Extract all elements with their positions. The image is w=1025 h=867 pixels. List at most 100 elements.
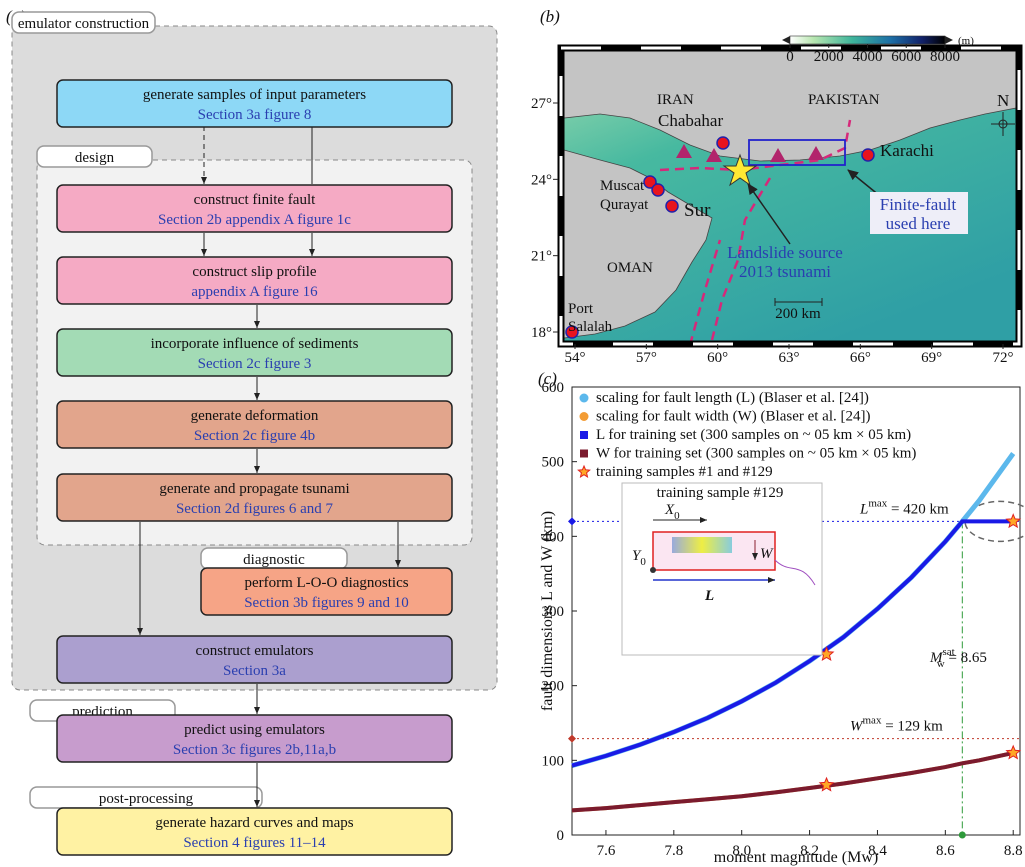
legend-label: W for training set (300 samples on ~ 05 … <box>596 446 916 462</box>
y-tick-label: 27° <box>531 96 552 112</box>
y-tick-label: 300 <box>542 604 565 620</box>
y-tick-label: 500 <box>542 455 565 471</box>
box-reference: appendix A figure 16 <box>191 284 318 300</box>
annotation: Landslide source <box>727 243 843 262</box>
inset-slip <box>672 537 732 553</box>
place-label: Muscat <box>600 178 645 194</box>
box-title: construct slip profile <box>192 264 316 280</box>
y-tick-label: 18° <box>531 325 552 341</box>
label-part: W <box>760 546 774 562</box>
label-part: w <box>937 658 945 670</box>
box-reference: Section 2c figure 3 <box>198 356 312 372</box>
figure: (a) emulator constructiondesigndiagnosti… <box>0 0 1025 867</box>
box-reference: Section 2b appendix A figure 1c <box>158 212 351 228</box>
place-label: Sur <box>684 200 711 221</box>
label-part: 0 <box>674 510 680 522</box>
x-tick-label: 54° <box>565 350 586 366</box>
x-tick-label: 66° <box>850 350 871 366</box>
box-title: predict using emulators <box>184 722 325 738</box>
colorbar-tick-label: 6000 <box>891 49 921 65</box>
group-label: emulator construction <box>18 16 150 32</box>
group-label: diagnostic <box>243 552 305 568</box>
x-tick-label: 69° <box>921 350 942 366</box>
legend-marker <box>580 450 588 458</box>
annotation: used here <box>886 214 951 233</box>
y-tick-label: 600 <box>542 380 565 396</box>
box-title: construct finite fault <box>194 192 316 208</box>
legend-label: scaling for fault length (L) (Blaser et … <box>596 390 869 406</box>
annotation: 2013 tsunami <box>739 262 831 281</box>
legend-label: L for training set (300 samples on ~ 05 … <box>596 427 911 443</box>
x-tick-label: 60° <box>707 350 728 366</box>
x-tick-label: 8.8 <box>1004 843 1023 859</box>
page: (a) emulator constructiondesigndiagnosti… <box>0 0 1025 867</box>
x-tick-label: 8.2 <box>800 843 819 859</box>
box-reference: Section 3a <box>223 663 286 679</box>
annotation: L <box>704 588 714 604</box>
label-part: L <box>704 588 714 604</box>
box-reference: Section 2c figure 4b <box>194 428 315 444</box>
x-tick-label: 63° <box>779 350 800 366</box>
inset-origin <box>650 567 656 573</box>
x-tick-label: 8.0 <box>732 843 751 859</box>
label-part: L <box>859 501 868 517</box>
place-label: Qurayat <box>600 197 649 213</box>
box-title: generate samples of input parameters <box>143 87 366 103</box>
group-label: post-processing <box>99 791 194 807</box>
y-tick-label: 24° <box>531 172 552 188</box>
box-reference: Section 4 figures 11–14 <box>183 835 326 851</box>
label-part: 0 <box>640 556 646 568</box>
annotation: W <box>760 546 774 562</box>
box-reference: Section 3c figures 2b,11a,b <box>173 742 336 758</box>
axis-marker <box>959 832 966 839</box>
label-part: max <box>863 715 882 727</box>
colorbar-tick-label: 4000 <box>853 49 883 65</box>
y-tick-label: 100 <box>542 753 565 769</box>
panel-label: (b) <box>540 7 560 26</box>
map: IRAN PAKISTAN Chabahar Karachi Muscat Qu… <box>531 35 1019 366</box>
y-tick-label: 21° <box>531 249 552 265</box>
y-tick-label: 200 <box>542 679 565 695</box>
annotation: Finite-fault <box>880 195 957 214</box>
place-label: PAKISTAN <box>808 92 880 108</box>
label-part: = 8.65 <box>945 650 987 666</box>
label-part: max <box>868 497 887 509</box>
box-reference: Section 3a figure 8 <box>198 107 312 123</box>
legend-marker <box>580 431 588 439</box>
box-title: construct emulators <box>196 643 314 659</box>
colorbar-unit: (m) <box>958 35 974 47</box>
y-tick-label: 400 <box>542 529 565 545</box>
colorbar-tick-label: 0 <box>786 49 794 65</box>
legend-marker <box>580 394 589 403</box>
box-reference: Section 2d figures 6 and 7 <box>176 501 334 517</box>
place-label: OMAN <box>607 260 653 276</box>
x-tick-label: 72° <box>993 350 1014 366</box>
place-label: Chabahar <box>658 111 723 130</box>
box-reference: Section 3b figures 9 and 10 <box>244 595 409 611</box>
place-label: Salalah <box>568 319 613 335</box>
legend-marker <box>580 412 589 421</box>
x-tick-label: 7.6 <box>597 843 616 859</box>
label-part: = 420 km <box>887 501 949 517</box>
place-label: Karachi <box>880 141 934 160</box>
x-tick-label: 8.6 <box>936 843 955 859</box>
colorbar <box>790 36 945 44</box>
chart: (c) moment magnitude (Mw) fault dimensio… <box>538 369 1025 866</box>
place-label: Port <box>568 301 594 317</box>
scale-label: 200 km <box>775 306 821 322</box>
x-tick-label: 8.4 <box>868 843 887 859</box>
x-tick-label: 57° <box>636 350 657 366</box>
x-tick-label: 7.8 <box>664 843 683 859</box>
place-label: IRAN <box>657 92 694 108</box>
group-label: design <box>75 150 115 166</box>
y-tick-label: 0 <box>557 828 565 844</box>
legend-label: scaling for fault width (W) (Blaser et a… <box>596 409 870 425</box>
colorbar-tick-label: 2000 <box>814 49 844 65</box>
box-title: generate deformation <box>191 408 319 424</box>
box-title: generate and propagate tsunami <box>159 481 349 497</box>
box-title: perform L-O-O diagnostics <box>244 575 408 591</box>
box-title: incorporate influence of sediments <box>151 336 359 352</box>
north-label: N <box>997 91 1009 110</box>
colorbar-tick-label: 8000 <box>930 49 960 65</box>
legend-label: training samples #1 and #129 <box>596 464 773 480</box>
